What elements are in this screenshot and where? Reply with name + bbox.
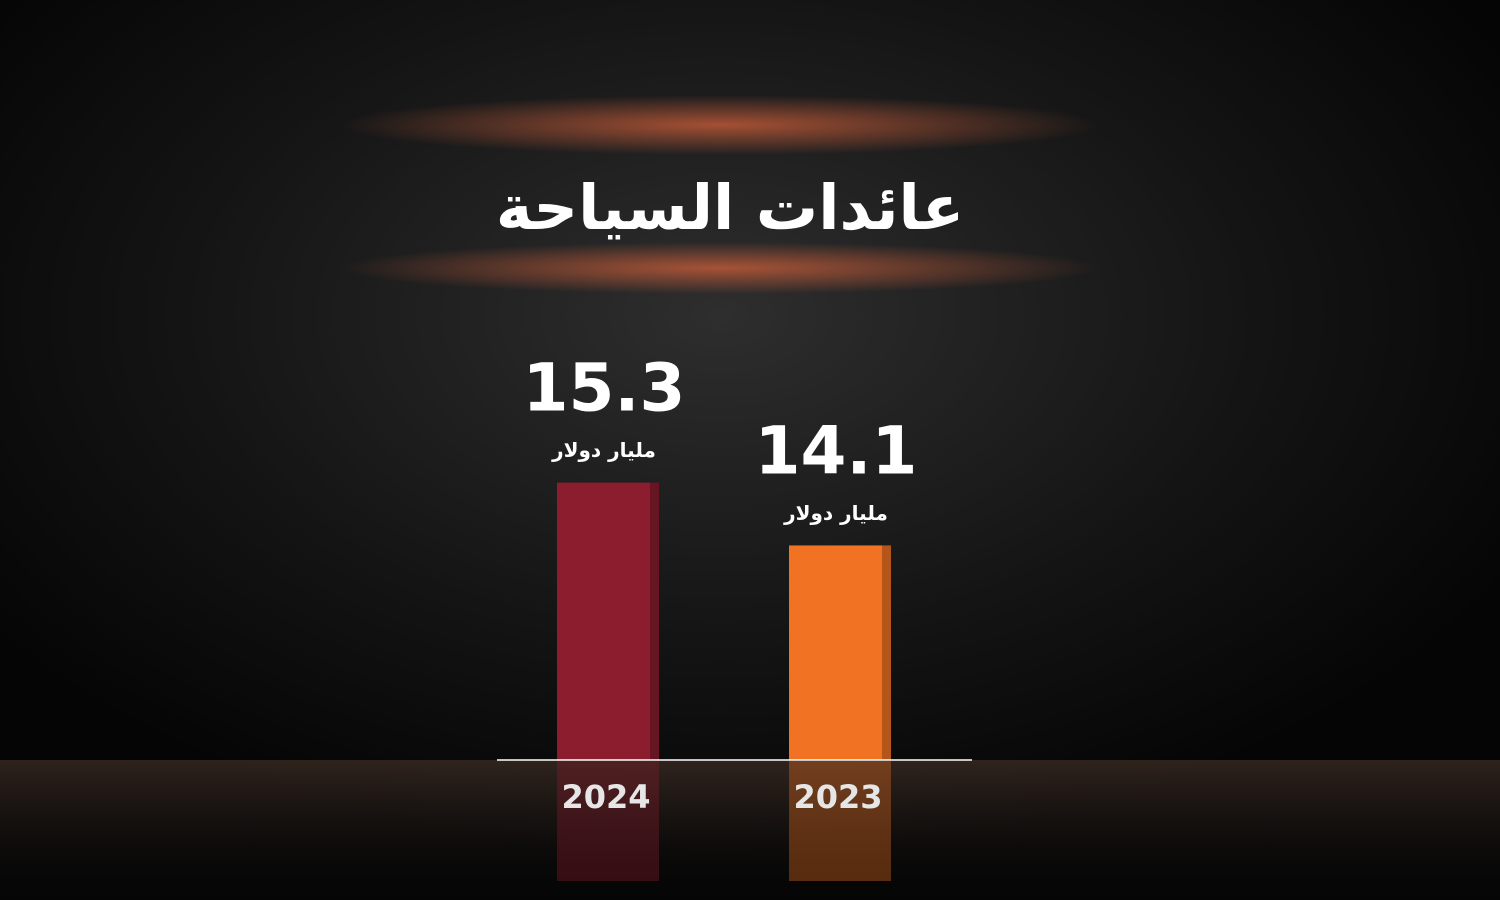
glow bbox=[340, 242, 1100, 294]
bar-reflection bbox=[557, 761, 659, 881]
plot: 15.3 مليار دولار 2024 14.1 مليار دولار 2023 bbox=[523, 350, 918, 881]
unit-label: مليار دولار bbox=[783, 501, 888, 525]
floor bbox=[0, 760, 1500, 900]
chart-title: عائدات السياحة bbox=[496, 171, 964, 244]
unit-label: مليار دولار bbox=[551, 438, 656, 462]
x-tick-label: 2024 bbox=[561, 778, 650, 816]
bar-side bbox=[650, 482, 659, 760]
bar-reflection bbox=[789, 761, 891, 881]
bar bbox=[557, 482, 659, 760]
bar-side bbox=[882, 545, 891, 760]
glow bbox=[340, 95, 1100, 155]
bar bbox=[789, 545, 891, 760]
x-tick-label: 2023 bbox=[793, 778, 882, 816]
value-label: 15.3 bbox=[523, 350, 686, 427]
value-label: 14.1 bbox=[755, 412, 918, 489]
